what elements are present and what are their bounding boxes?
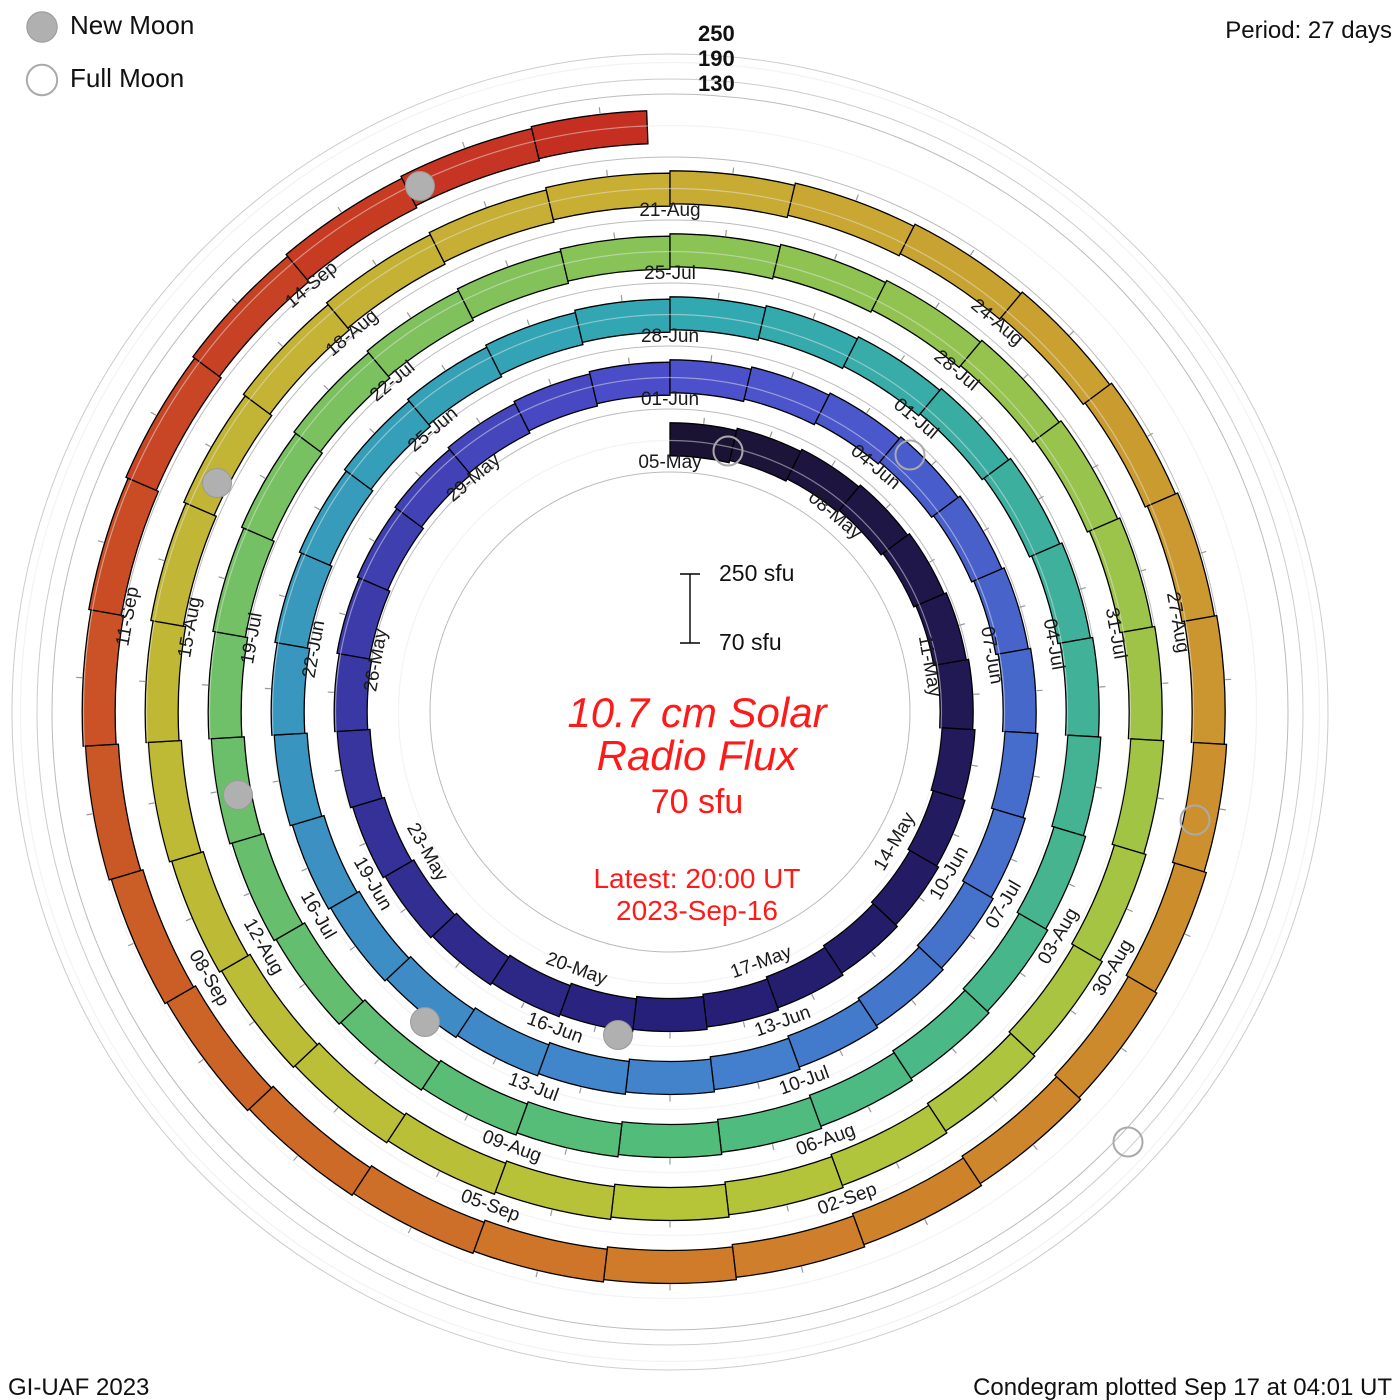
svg-text:250: 250 [698,21,735,46]
svg-text:GI-UAF 2023: GI-UAF 2023 [8,1374,149,1400]
svg-text:70 sfu: 70 sfu [651,783,744,821]
svg-text:130: 130 [698,71,735,96]
svg-text:190: 190 [698,46,735,71]
svg-text:25-Jul: 25-Jul [644,263,696,284]
svg-text:10.7 cm Solar: 10.7 cm Solar [567,689,828,736]
svg-text:New Moon: New Moon [70,10,194,40]
svg-text:Full Moon: Full Moon [70,63,184,93]
svg-text:05-May: 05-May [638,452,702,473]
svg-text:70 sfu: 70 sfu [719,629,782,655]
svg-text:28-Jun: 28-Jun [641,326,699,347]
svg-text:21-Aug: 21-Aug [639,200,700,221]
svg-text:Period: 27 days: Period: 27 days [1225,17,1392,44]
svg-text:Latest: 20:00 UT: Latest: 20:00 UT [593,863,800,894]
svg-text:01-Jun: 01-Jun [641,389,699,410]
svg-text:2023-Sep-16: 2023-Sep-16 [616,895,778,926]
svg-text:250 sfu: 250 sfu [719,560,794,586]
svg-text:Condegram plotted Sep 17 at 04: Condegram plotted Sep 17 at 04:01 UT [973,1374,1392,1400]
svg-text:Radio Flux: Radio Flux [597,732,800,779]
